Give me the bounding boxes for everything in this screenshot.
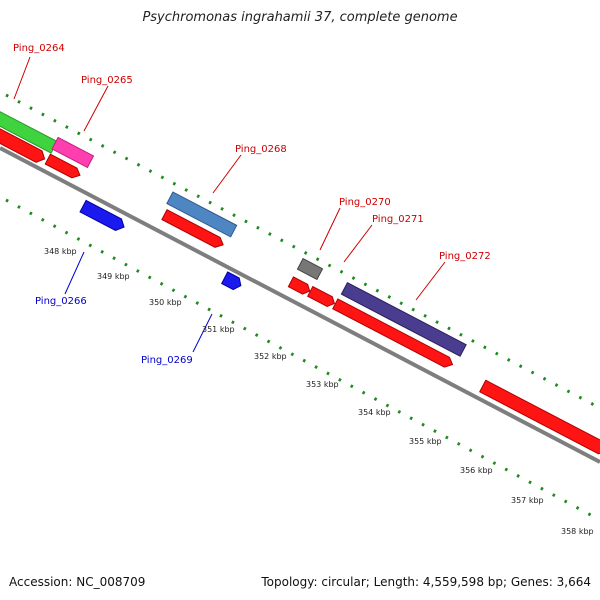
gene-ping-0272[interactable] — [340, 281, 467, 357]
gene-label: Ping_0268 — [235, 144, 287, 155]
leader-ping-0264 — [13, 56, 31, 100]
kbp-label: 356 kbp — [460, 466, 493, 475]
gene-red-2[interactable] — [44, 153, 82, 180]
gene-label: Ping_0271 — [372, 214, 424, 225]
leader-ping-0265 — [83, 85, 109, 132]
gene-label: Ping_0265 — [81, 75, 133, 86]
gene-ping-0269[interactable] — [220, 271, 244, 292]
kbp-label: 355 kbp — [409, 437, 442, 446]
genome-summary-text: Topology: circular; Length: 4,559,598 bp… — [261, 575, 591, 589]
kbp-label: 358 kbp — [561, 527, 594, 536]
gene-red-3[interactable] — [161, 209, 226, 250]
gene-label: Ping_0266 — [35, 296, 87, 307]
inner-tick-ring — [5, 198, 600, 522]
leader-ping-0266 — [64, 251, 85, 295]
gene-ping-0265[interactable] — [51, 136, 95, 169]
gene-ping-0271[interactable] — [307, 285, 337, 309]
leader-ping-0270 — [319, 207, 341, 251]
kbp-label: 349 kbp — [97, 272, 130, 281]
kbp-label: 350 kbp — [149, 298, 182, 307]
kbp-label: 357 kbp — [511, 496, 544, 505]
leader-ping-0272 — [415, 261, 446, 301]
gene-label: Ping_0272 — [439, 251, 491, 262]
gene-ping-0264-lower[interactable] — [0, 120, 47, 165]
gene-red-4[interactable] — [287, 276, 312, 296]
kbp-label: 351 kbp — [202, 325, 235, 334]
kbp-label: 348 kbp — [44, 247, 77, 256]
accession-text: Accession: NC_008709 — [9, 575, 146, 589]
gene-red-5[interactable] — [332, 298, 455, 370]
gene-ping-0266[interactable] — [79, 199, 127, 233]
kbp-label: 352 kbp — [254, 352, 287, 361]
leader-ping-0271 — [343, 224, 373, 263]
gene-label: Ping_0264 — [13, 43, 65, 54]
map-title: Psychromonas ingrahamii 37, complete gen… — [142, 10, 458, 25]
gene-label: Ping_0269 — [141, 355, 193, 366]
leader-ping-0268 — [212, 154, 242, 194]
kbp-label: 353 kbp — [306, 380, 339, 389]
genome-backbone — [0, 146, 600, 464]
gene-red-6[interactable] — [479, 379, 600, 456]
leader-ping-0269 — [192, 313, 213, 353]
gene-label: Ping_0270 — [339, 197, 391, 208]
kbp-label: 354 kbp — [358, 408, 391, 417]
gene-ping-0270[interactable] — [296, 257, 324, 281]
gene-ping-0268[interactable] — [166, 191, 238, 238]
